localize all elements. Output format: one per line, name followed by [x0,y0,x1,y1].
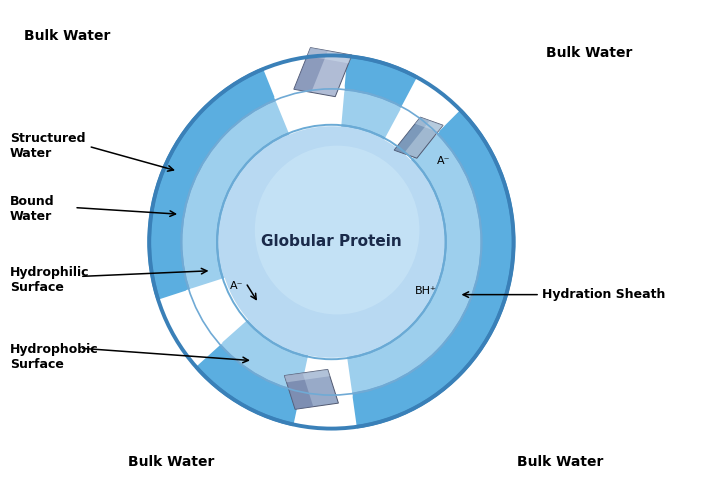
Polygon shape [186,278,248,347]
Polygon shape [292,390,358,436]
Text: BH⁺: BH⁺ [415,286,437,296]
Bar [394,117,443,158]
Text: Bulk Water: Bulk Water [546,46,632,60]
Ellipse shape [255,146,420,315]
Text: Bulk Water: Bulk Water [24,29,111,43]
Text: A⁻: A⁻ [230,281,243,291]
Ellipse shape [149,55,513,429]
Text: Hydrophobic
Surface: Hydrophobic Surface [10,343,99,371]
Ellipse shape [217,125,446,359]
Text: Structured
Water: Structured Water [10,132,86,160]
Text: Bound
Water: Bound Water [10,195,55,223]
Bar [284,373,313,409]
Bar [394,117,430,153]
Polygon shape [261,48,348,102]
Polygon shape [400,71,465,136]
Polygon shape [384,104,439,160]
Text: Hydration Sheath: Hydration Sheath [542,288,665,301]
Polygon shape [274,86,345,135]
Bar [294,47,352,97]
Text: Bulk Water: Bulk Water [128,455,214,469]
Bar [415,117,443,132]
Text: A⁻: A⁻ [436,156,450,166]
Text: Bulk Water: Bulk Water [517,455,603,469]
Polygon shape [151,288,222,372]
Polygon shape [300,355,353,398]
Bar [284,369,330,382]
Text: Hydrophilic
Surface: Hydrophilic Surface [10,266,89,294]
Bar [284,369,338,409]
Ellipse shape [181,89,482,395]
Bar [307,47,352,63]
Text: Globular Protein: Globular Protein [261,235,402,249]
Bar [294,47,328,92]
